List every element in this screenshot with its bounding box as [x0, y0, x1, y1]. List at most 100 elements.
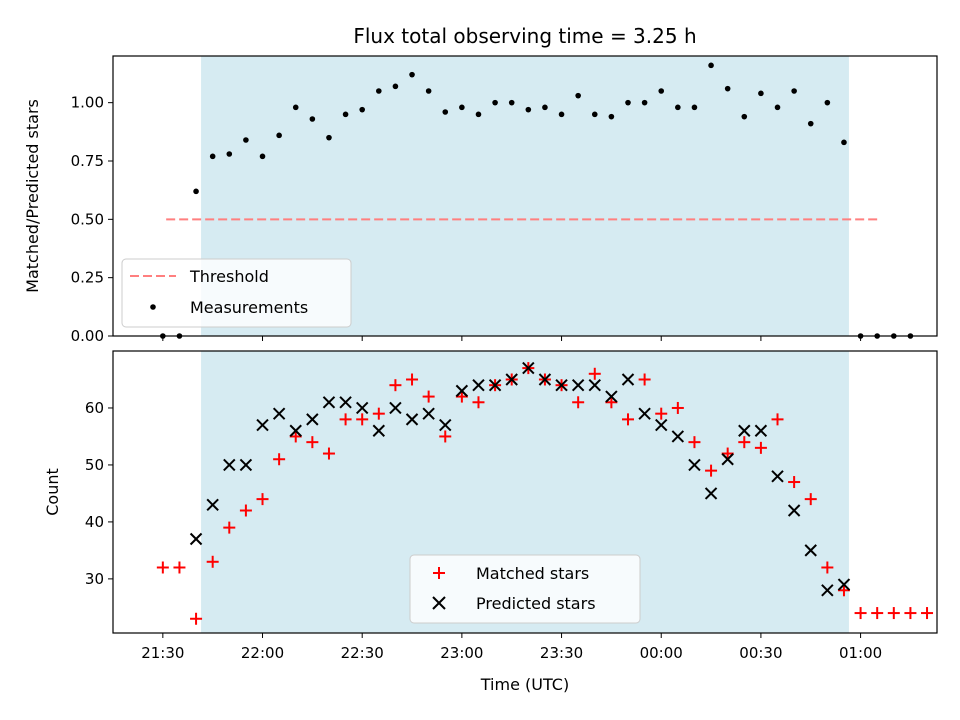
predicted-star-point: [239, 458, 253, 472]
matched-star-point: [887, 607, 900, 620]
predicted-star-point: [422, 407, 435, 420]
predicted-star-point: [638, 407, 651, 420]
legend-predicted-swatch: [432, 596, 446, 610]
predicted-star-point: [804, 544, 817, 557]
x-tick-label: 00:30: [739, 644, 782, 662]
measurement-point: [774, 104, 781, 111]
predicted-star-point: [505, 373, 518, 386]
bottom-legend-box: [409, 554, 641, 624]
matched-star-point: [439, 430, 452, 443]
matched-star-point: [322, 447, 335, 460]
legend-measurements-label: Measurements: [190, 298, 308, 317]
y-tick-label: 0.75: [71, 152, 104, 170]
top-legend-box: [121, 258, 352, 328]
x-tick-label: 22:30: [341, 644, 384, 662]
top-plot-frame: [112, 55, 938, 337]
predicted-star-point: [223, 458, 236, 472]
chart-title: Flux total observing time = 3.25 h: [353, 24, 696, 48]
predicted-star-point: [189, 532, 203, 546]
matched-star-point: [239, 504, 252, 517]
measurement-point: [841, 139, 847, 146]
predicted-star-point: [372, 424, 386, 437]
measurement-point: [342, 111, 349, 118]
y-tick-label: 30: [85, 570, 104, 588]
matched-star-point: [306, 436, 319, 449]
matched-star-point: [754, 441, 767, 454]
x-tick-label: 22:00: [241, 644, 284, 662]
matched-star-point: [339, 413, 352, 426]
x-tick-label: 23:30: [540, 644, 583, 662]
predicted-star-point: [405, 413, 419, 426]
predicted-stars-series: [189, 361, 851, 597]
measurement-point: [591, 111, 598, 118]
legend-matched-swatch: [433, 567, 445, 579]
predicted-star-point: [455, 384, 469, 398]
measurement-point: [359, 106, 365, 113]
measurement-point: [658, 88, 665, 94]
matched-star-point: [721, 447, 734, 460]
matched-star-point: [871, 607, 884, 620]
bottom-legend: Matched stars Predicted stars: [409, 554, 641, 624]
matched-star-point: [821, 561, 834, 574]
measurement-point: [708, 62, 714, 69]
measurement-point: [791, 88, 797, 94]
predicted-star-point: [488, 378, 502, 392]
predicted-star-point: [538, 373, 552, 386]
matched-star-point: [638, 373, 651, 386]
matched-star-point: [788, 476, 801, 489]
matched-star-point: [256, 493, 269, 506]
measurement-point: [292, 104, 299, 111]
matched-star-point: [173, 561, 186, 574]
bottom-y-axis-label: Count: [43, 468, 62, 516]
matched-star-point: [738, 436, 751, 449]
matched-star-point: [854, 607, 867, 620]
predicted-star-point: [571, 378, 585, 392]
matched-star-point: [372, 407, 385, 420]
predicted-star-point: [605, 390, 618, 403]
measurement-point: [608, 113, 615, 120]
predicted-star-point: [289, 424, 302, 437]
predicted-star-point: [322, 396, 336, 409]
matched-star-point: [356, 413, 369, 426]
matched-star-point: [688, 436, 701, 449]
matched-star-point: [837, 584, 850, 597]
matched-star-point: [804, 493, 817, 506]
measurement-point: [558, 111, 565, 118]
predicted-star-point: [522, 361, 535, 375]
bottom-y-axis-ticks: 30 40 50 60: [85, 399, 113, 588]
predicted-star-point: [355, 401, 369, 415]
matched-star-point: [289, 430, 302, 443]
measurement-point: [259, 153, 266, 160]
predicted-star-point: [721, 453, 734, 466]
matched-star-point: [472, 396, 485, 409]
matched-star-point: [389, 379, 402, 392]
measurement-point: [475, 111, 482, 118]
matched-star-point: [904, 607, 917, 620]
y-tick-label: 40: [85, 513, 104, 531]
predicted-star-point: [704, 487, 718, 500]
measurement-point: [376, 88, 382, 94]
predicted-star-point: [588, 378, 601, 392]
predicted-star-point: [655, 418, 668, 432]
bottom-x-axis-label: Time (UTC): [480, 675, 569, 694]
measurement-point: [724, 85, 731, 92]
top-y-axis-label: Matched/Predicted stars: [23, 99, 42, 293]
predicted-star-point: [439, 418, 452, 432]
y-tick-label: 0.25: [71, 269, 104, 287]
x-tick-label: 23:00: [440, 644, 483, 662]
top-x-axis-ticks: [162, 336, 862, 341]
matched-star-point: [156, 561, 169, 574]
measurement-point: [691, 104, 698, 111]
predicted-star-point: [688, 458, 701, 472]
measurements-series: [160, 62, 914, 339]
measurement-point: [508, 99, 515, 106]
matched-star-point: [273, 453, 286, 466]
predicted-star-point: [472, 378, 485, 392]
measurement-point: [741, 113, 748, 120]
measurement-point: [425, 88, 432, 94]
measurement-point: [226, 151, 233, 157]
x-tick-label: 21:30: [141, 644, 184, 662]
matched-star-point: [771, 413, 784, 426]
measurement-point: [193, 188, 199, 195]
predicted-star-point: [621, 373, 635, 386]
